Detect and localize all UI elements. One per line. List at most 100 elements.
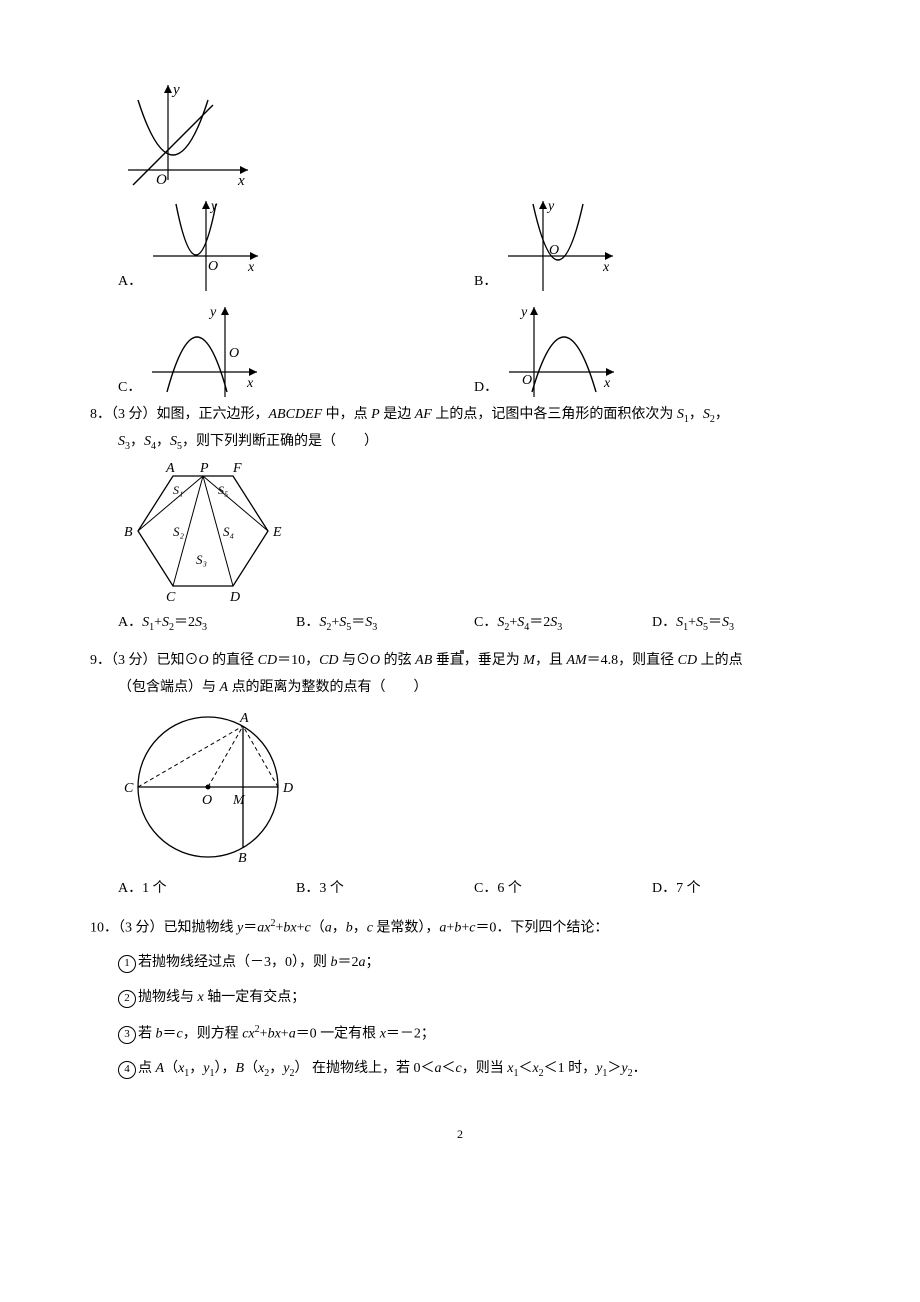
svg-text:S₁: S₁ xyxy=(173,483,183,497)
q8-s4: S xyxy=(144,434,151,449)
q9-AM: AM xyxy=(566,653,586,668)
q9-t2: 的直径 xyxy=(209,653,258,668)
q8-t1: 如图，正六边形， xyxy=(157,407,269,422)
q9-options: A．1 个 B．3 个 C．6 个 D．7 个 xyxy=(90,876,830,903)
q8-s5: S xyxy=(170,434,177,449)
svg-text:O: O xyxy=(549,243,559,258)
svg-text:O: O xyxy=(156,172,167,188)
q9-t9: 上的点 xyxy=(697,653,743,668)
q10-t2: （ xyxy=(311,921,325,936)
q9-CD3: CD xyxy=(678,653,697,668)
svg-text:x: x xyxy=(237,173,245,189)
q9-t6: 垂直，垂足为 xyxy=(432,653,523,668)
q8-s1: S xyxy=(677,407,684,422)
q8-opt-c: C．S2+S4＝2S3 xyxy=(474,610,652,637)
q10-s1a: 若抛物线经过点（－3，0），则 xyxy=(138,955,331,970)
q9-t4: 与⊙ xyxy=(339,653,371,668)
q9-points: （3 分） xyxy=(111,653,157,668)
svg-text:y: y xyxy=(208,305,217,320)
svg-text:y: y xyxy=(171,82,180,98)
svg-text:O: O xyxy=(522,373,532,388)
question-8: 8．（3 分）如图，正六边形，ABCDEF 中，点 P 是边 AF 上的点，记图… xyxy=(90,402,830,636)
q10-number: 10． xyxy=(90,921,118,936)
q9-O: O xyxy=(199,653,209,668)
svg-text:S₃: S₃ xyxy=(196,552,207,567)
svg-text:x: x xyxy=(246,376,254,391)
svg-text:x: x xyxy=(247,260,255,275)
graph-a: y x O xyxy=(148,196,268,296)
q10-points: （3 分） xyxy=(118,921,164,936)
q8-opt-a: A．S1+S2＝2S3 xyxy=(118,610,296,637)
q10-s4e: 时， xyxy=(565,1061,597,1076)
circle-1: 1 xyxy=(118,955,136,973)
opt-d-label: D． xyxy=(474,375,498,402)
graph-d: y x O xyxy=(504,302,624,402)
q10-s3b: ，则方程 xyxy=(183,1026,243,1041)
svg-text:E: E xyxy=(272,525,282,540)
opt-b-label: B． xyxy=(474,269,497,296)
q9-opt-a: A．1 个 xyxy=(118,876,296,903)
q10-s4c: 在抛物线上，若 0＜ xyxy=(309,1061,435,1076)
svg-text:O: O xyxy=(208,259,218,274)
q10-s3: 3若 b＝c，则方程 cx2+bx+a＝0 一定有根 x＝－2； xyxy=(90,1020,830,1048)
q10-s4f: ． xyxy=(633,1061,647,1076)
q10-s2: 2抛物线与 x 轴一定有交点； xyxy=(90,985,830,1012)
svg-text:x: x xyxy=(602,260,610,275)
q10-s2a: 抛物线与 xyxy=(138,990,198,1005)
svg-text:P: P xyxy=(199,461,209,476)
q8-s3: S xyxy=(118,434,125,449)
q9-A: A xyxy=(220,680,229,695)
q8-opt-d: D．S1+S5＝S3 xyxy=(652,610,830,637)
q9-t8: ＝4.8，则直径 xyxy=(587,653,678,668)
svg-text:M: M xyxy=(232,793,246,808)
q10-s4d: ，则当 xyxy=(462,1061,508,1076)
q8-points: （3 分） xyxy=(111,407,157,422)
q10-s3d: ； xyxy=(421,1026,435,1041)
svg-text:F: F xyxy=(232,461,242,476)
q9-t7: ，且 xyxy=(535,653,567,668)
q8-l2: ，则下列判断正确的是（ ） xyxy=(182,434,378,449)
q10-s4b: ， xyxy=(222,1061,236,1076)
q10-text: 10．（3 分）已知抛物线 y＝ax2+bx+c（a，b，c 是常数），a+b+… xyxy=(90,914,830,942)
q9-diagram: A B C D O M xyxy=(90,702,830,872)
q8-diagram: A P F B E C D S₁ S₂ S₃ S₄ S₅ xyxy=(90,456,830,606)
svg-text:y: y xyxy=(209,199,218,214)
q9-l2a: （包含端点）与 xyxy=(118,680,220,695)
svg-text:A: A xyxy=(165,461,175,476)
q9-opt-d: D．7 个 xyxy=(652,876,830,903)
circle-3: 3 xyxy=(118,1026,136,1044)
q7-opt-c: C． y x O xyxy=(118,302,474,402)
circle-4: 4 xyxy=(118,1061,136,1079)
q9-t5: 的弦 xyxy=(380,653,415,668)
q7-opt-a: A． y x O xyxy=(118,196,474,296)
question-10: 10．（3 分）已知抛物线 y＝ax2+bx+c（a，b，c 是常数），a+b+… xyxy=(90,914,830,1082)
svg-text:S₅: S₅ xyxy=(218,483,228,497)
q9-opt-c: C．6 个 xyxy=(474,876,652,903)
q8-opt-b: B．S2+S5＝S3 xyxy=(296,610,474,637)
q10-s1c: ； xyxy=(366,955,380,970)
q10-t4: ．下列四个结论： xyxy=(496,921,608,936)
q8-AF: AF xyxy=(415,407,432,422)
svg-text:B: B xyxy=(124,525,133,540)
svg-text:S₂: S₂ xyxy=(173,524,185,539)
svg-text:D: D xyxy=(229,590,240,605)
q10-s4: 4点 A（x1，y1），B（x2，y2） 在抛物线上，若 0＜a＜c，则当 x1… xyxy=(90,1056,830,1083)
opt-a-label: A． xyxy=(118,269,142,296)
q8-hex: ABCDEF xyxy=(269,407,323,422)
q8-t2: 中，点 xyxy=(322,407,371,422)
q9-t1: 已知⊙ xyxy=(157,653,199,668)
svg-text:y: y xyxy=(546,199,555,214)
q9-number: 9． xyxy=(90,653,111,668)
q7-top-graph: y x O xyxy=(90,80,830,190)
svg-text:B: B xyxy=(238,851,247,866)
question-9: 9．（3 分）已知⊙O 的直径 CD＝10，CD 与⊙O 的弦 AB 垂直，垂足… xyxy=(90,648,830,902)
svg-text:O: O xyxy=(202,793,212,808)
q8-text: 8．（3 分）如图，正六边形，ABCDEF 中，点 P 是边 AF 上的点，记图… xyxy=(90,402,830,429)
svg-text:y: y xyxy=(519,305,528,320)
q9-opt-b: B．3 个 xyxy=(296,876,474,903)
q10-s3a: 若 xyxy=(138,1026,156,1041)
q7-row-ab: A． y x O B． xyxy=(90,196,830,296)
q7-opt-d: D． y x O xyxy=(474,302,830,402)
opt-c-label: C． xyxy=(118,375,141,402)
q10-s2b: 轴一定有交点； xyxy=(204,990,306,1005)
